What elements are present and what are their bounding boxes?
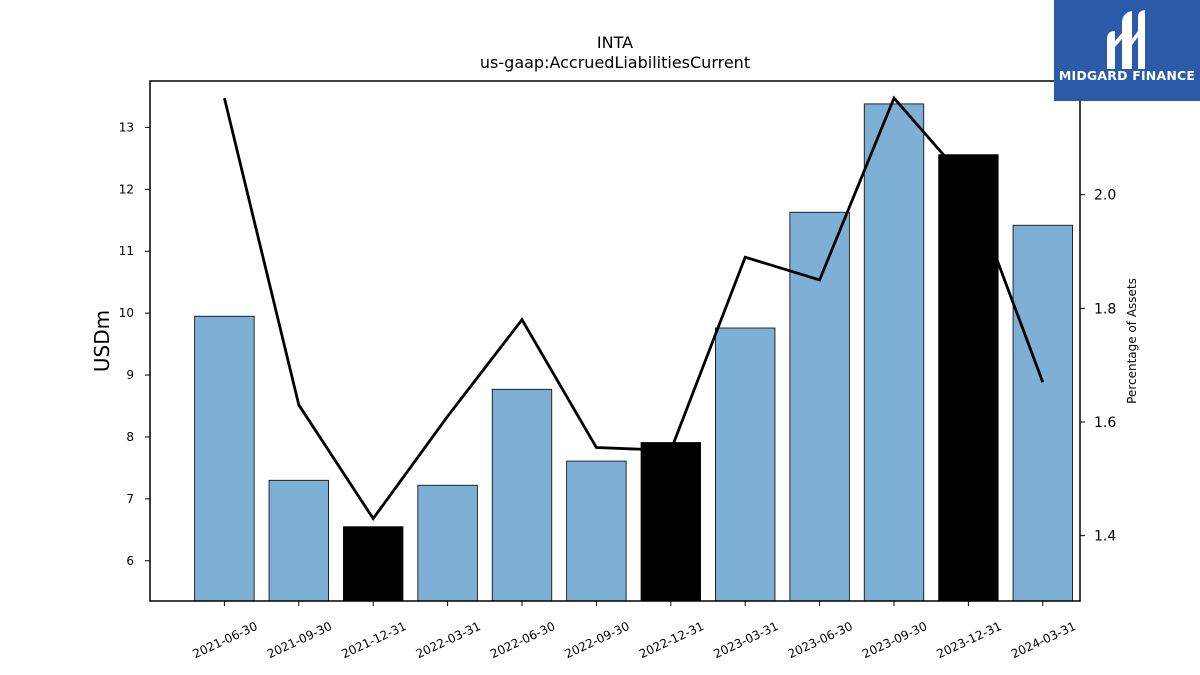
bar [938,154,999,602]
x-tick-label: 2023-09-30 [860,619,929,661]
y2-axis-label: Percentage of Assets [1125,278,1139,404]
bar [1012,224,1073,602]
x-tick-label: 2022-09-30 [563,619,632,661]
bar-group [194,103,1073,602]
chart-subtitle: us-gaap:AccruedLiabilitiesCurrent [480,53,750,72]
x-tick-label: 2022-06-30 [488,619,557,661]
x-tick-label: 2023-03-31 [711,619,780,661]
x-tick-label: 2021-09-30 [265,619,334,661]
brand-name: MIDGARD FINANCE [1058,68,1196,83]
y-tick-label: 12 [119,182,134,196]
y-tick-label: 10 [119,306,134,320]
y-tick-label: 8 [126,430,134,444]
y-tick-label: 11 [119,244,134,258]
bar [194,315,255,602]
bar [268,479,329,602]
bar [491,388,553,602]
y2-tick-label: 1.6 [1094,415,1116,431]
y-axis-right: 1.4 1.6 1.8 2.0 [1080,188,1116,545]
y-tick-label: 6 [126,554,134,568]
x-tick-label: 2022-03-31 [414,619,483,661]
x-axis: 2021-06-30 2021-09-30 2021-12-31 2022-03-31… [191,601,1078,661]
y-axis-left: 6 7 8 9 10 11 12 13 [119,120,150,568]
brand-logo: MIDGARD FINANCE [1054,0,1200,101]
bar [417,484,478,602]
y-tick-label: 7 [126,492,134,506]
series-line [223,95,1045,522]
y2-tick-label: 2.0 [1094,188,1116,204]
x-tick-label: 2024-03-31 [1009,619,1078,661]
y-tick-label: 13 [119,120,134,134]
x-tick-label: 2022-12-31 [637,619,706,661]
bar [789,211,850,602]
midgard-logo-icon [1107,10,1145,69]
y-axis-label: USDm [90,310,114,372]
y2-tick-label: 1.8 [1094,301,1116,317]
bar [566,460,627,602]
y2-tick-label: 1.4 [1094,529,1116,545]
x-tick-label: 2021-12-31 [339,619,408,661]
x-tick-label: 2023-06-30 [786,619,855,661]
bar [863,103,925,602]
plot-frame [149,80,1081,602]
x-tick-label: 2023-12-31 [935,619,1004,661]
bar [343,526,404,602]
bar [640,442,701,602]
chart-title: INTA [597,33,633,52]
y-tick-label: 9 [126,368,134,382]
x-tick-label: 2021-06-30 [191,619,260,661]
bar [715,327,776,602]
line-group [223,95,1045,522]
